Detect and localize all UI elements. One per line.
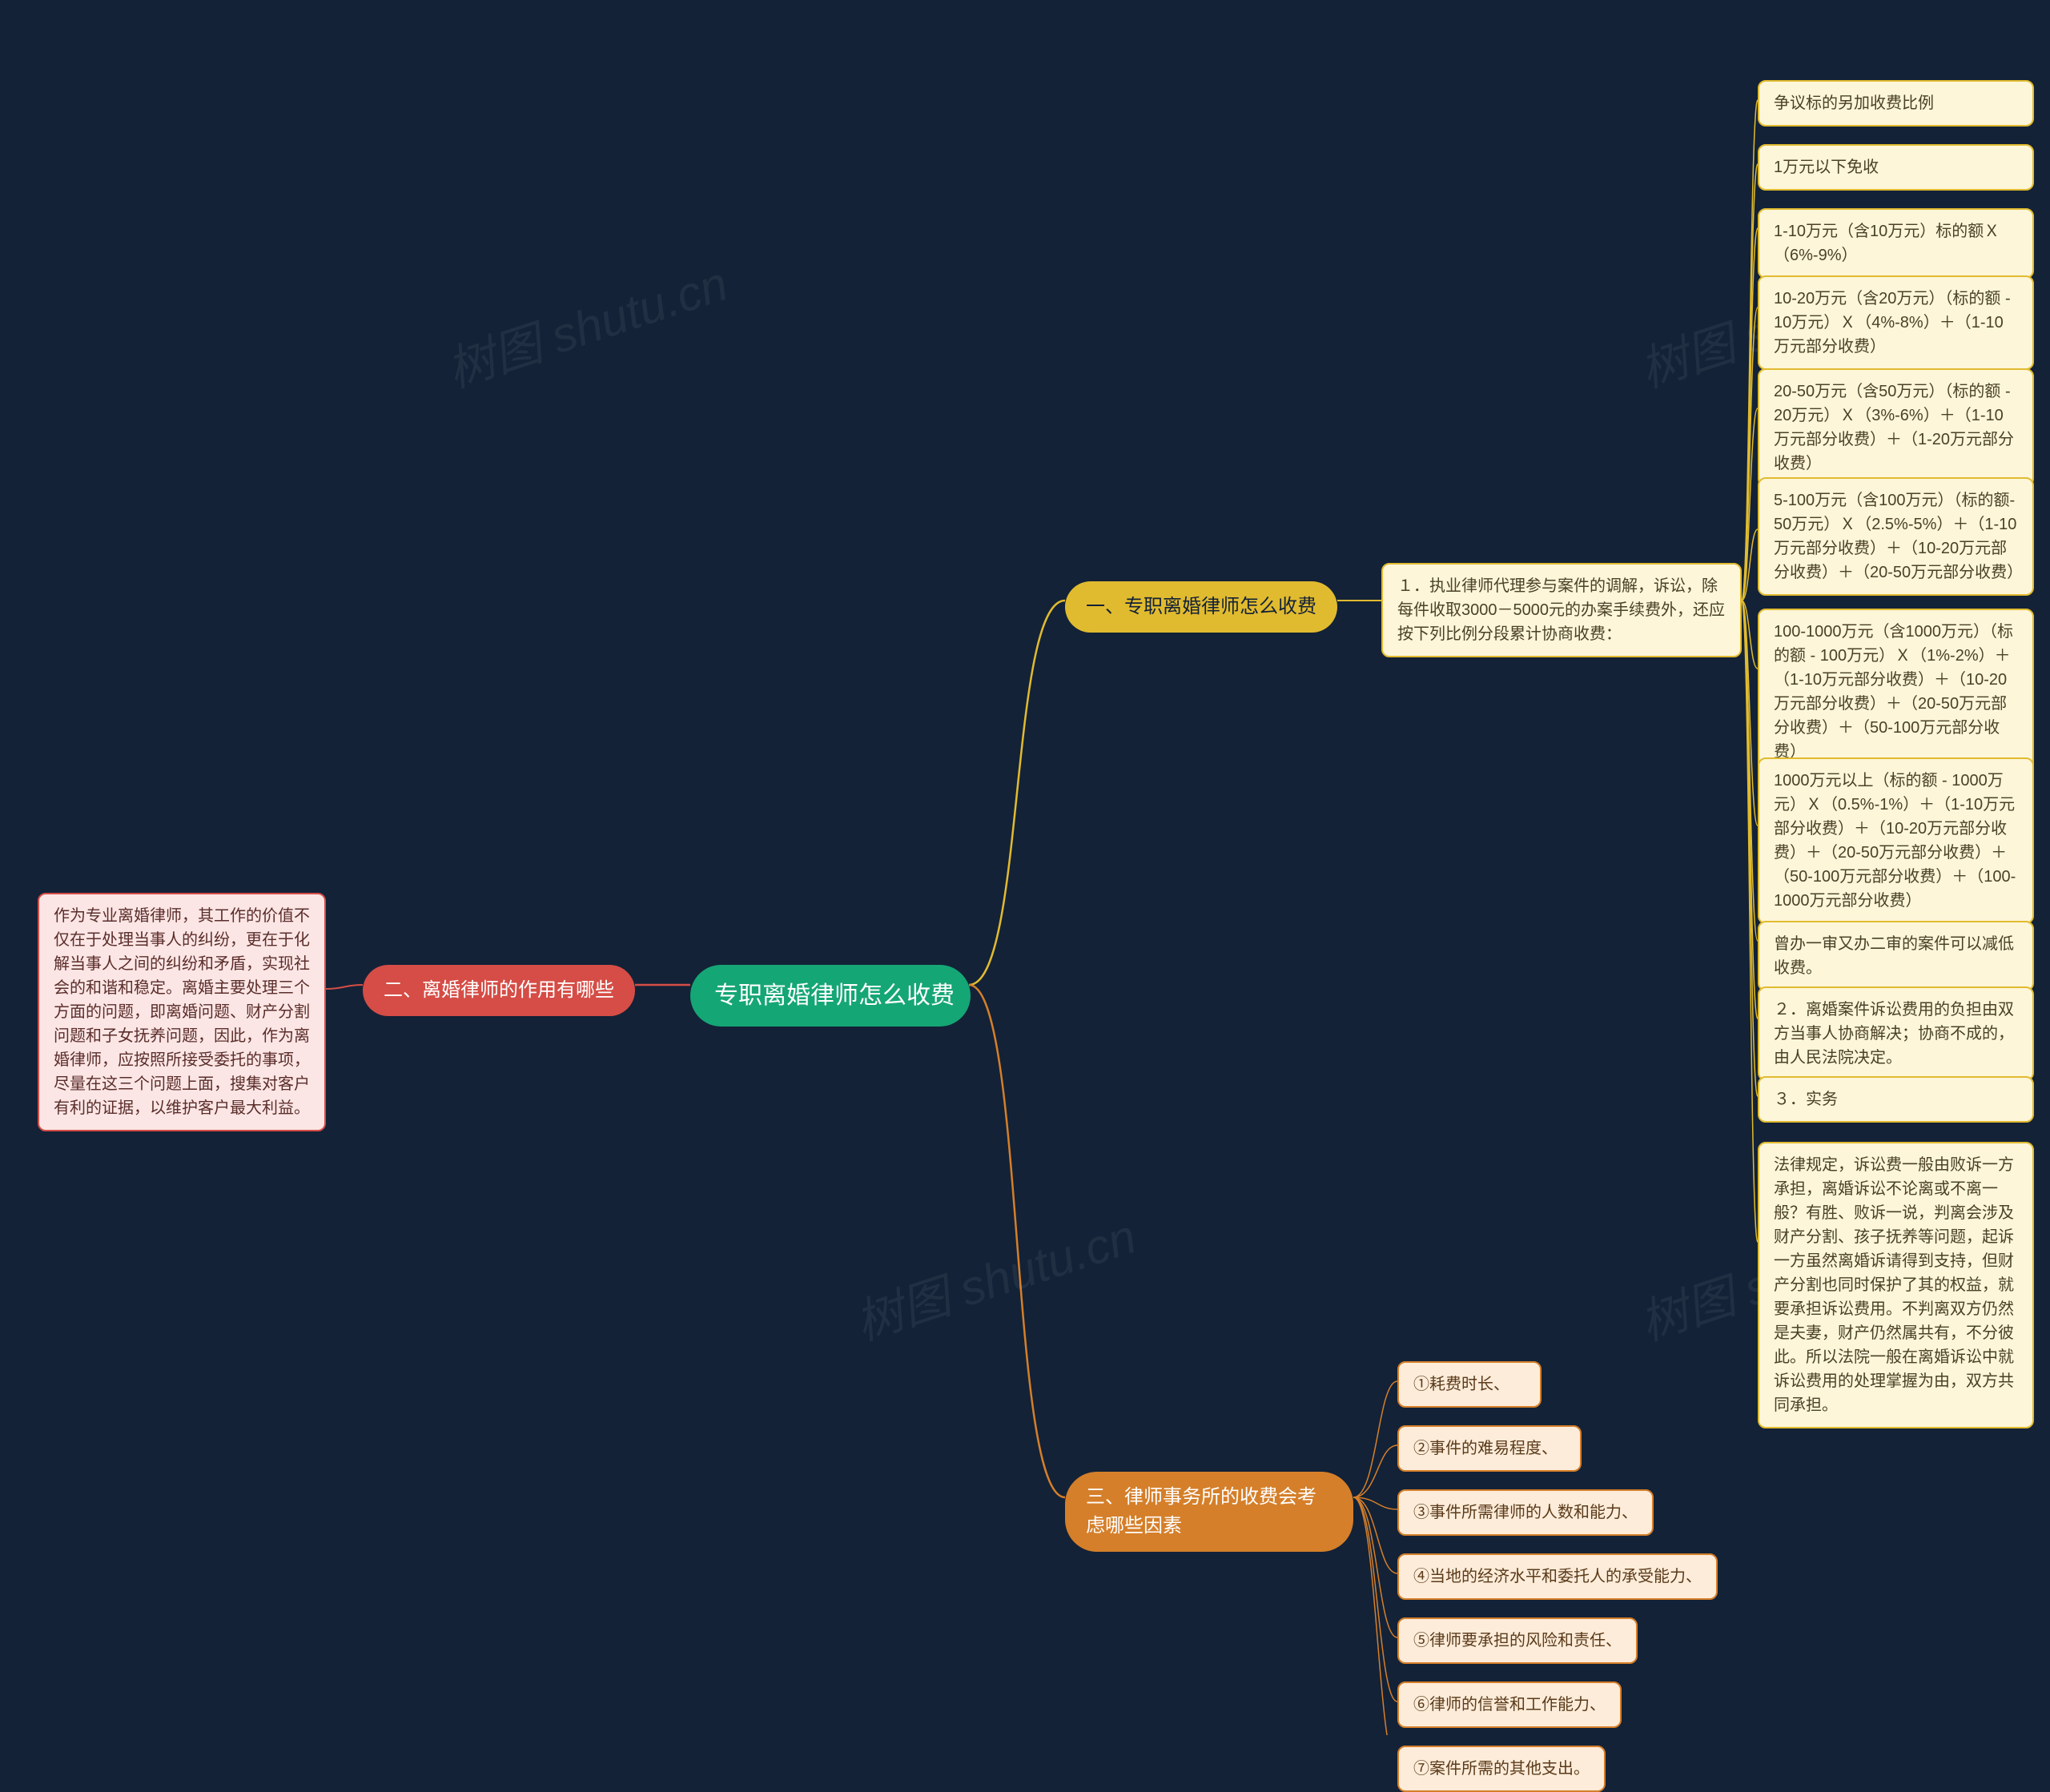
mindmap-canvas: 树图 shutu.cn 树图 shutu.cn 树图 shutu.cn 树图 s…	[0, 0, 2050, 1735]
leaf-yellow-10[interactable]: ３．实务	[1758, 1076, 2034, 1123]
leaf-orange-0[interactable]: ①耗费时长、	[1397, 1361, 1542, 1408]
leaf-yellow-5[interactable]: 5-100万元（含100万元）（标的额- 50万元）Ｘ（2.5%-5%）＋（1-…	[1758, 477, 2034, 596]
leaf-orange-4[interactable]: ⑤律师要承担的风险和责任、	[1397, 1617, 1638, 1664]
branch-3[interactable]: 三、律师事务所的收费会考虑哪些因素	[1065, 1472, 1353, 1552]
connectors-layer	[0, 0, 2050, 1735]
leaf-orange-3[interactable]: ④当地的经济水平和委托人的承受能力、	[1397, 1553, 1718, 1600]
watermark: 树图 shutu.cn	[436, 245, 735, 401]
leaf-yellow-1[interactable]: 1万元以下免收	[1758, 144, 2034, 191]
leaf-yellow-2[interactable]: 1-10万元（含10万元）标的额Ｘ（6%-9%）	[1758, 208, 2034, 279]
leaf-orange-6[interactable]: ⑦案件所需的其他支出。	[1397, 1746, 1606, 1792]
branch-2-leaf[interactable]: 作为专业离婚律师，其工作的价值不仅在于处理当事人的纠纷，更在于化解当事人之间的纠…	[38, 893, 326, 1131]
leaf-orange-2[interactable]: ③事件所需律师的人数和能力、	[1397, 1489, 1654, 1536]
leaf-orange-1[interactable]: ②事件的难易程度、	[1397, 1425, 1582, 1472]
branch-2[interactable]: 二、离婚律师的作用有哪些	[363, 965, 635, 1016]
leaf-orange-5[interactable]: ⑥律师的信誉和工作能力、	[1397, 1682, 1622, 1728]
watermark: 树图 shutu.cn	[845, 1198, 1144, 1354]
branch-1[interactable]: 一、专职离婚律师怎么收费	[1065, 581, 1337, 633]
root-node[interactable]: 专职离婚律师怎么收费	[690, 965, 971, 1027]
leaf-yellow-4[interactable]: 20-50万元（含50万元）（标的额 - 20万元）Ｘ（3%-6%）＋（1-10…	[1758, 368, 2034, 487]
leaf-yellow-0[interactable]: 争议标的另加收费比例	[1758, 80, 2034, 127]
leaf-yellow-11[interactable]: 法律规定，诉讼费一般由败诉一方承担，离婚诉讼不论离或不离一般？有胜、败诉一说，判…	[1758, 1142, 2034, 1428]
leaf-yellow-8[interactable]: 曾办一审又办二审的案件可以减低收费。	[1758, 921, 2034, 991]
leaf-yellow-7[interactable]: 1000万元以上（标的额 - 1000万元）Ｘ（0.5%-1%）＋（1-10万元…	[1758, 757, 2034, 924]
leaf-yellow-9[interactable]: ２．离婚案件诉讼费用的负担由双方当事人协商解决；协商不成的，由人民法院决定。	[1758, 986, 2034, 1081]
leaf-yellow-3[interactable]: 10-20万元（含20万元）（标的额 - 10万元）Ｘ（4%-8%）＋（1-10…	[1758, 275, 2034, 370]
branch-1-sub[interactable]: １．执业律师代理参与案件的调解，诉讼，除每件收取3000－5000元的办案手续费…	[1381, 563, 1742, 657]
leaf-yellow-6[interactable]: 100-1000万元（含1000万元）（标的额 - 100万元）Ｘ（1%-2%）…	[1758, 609, 2034, 775]
